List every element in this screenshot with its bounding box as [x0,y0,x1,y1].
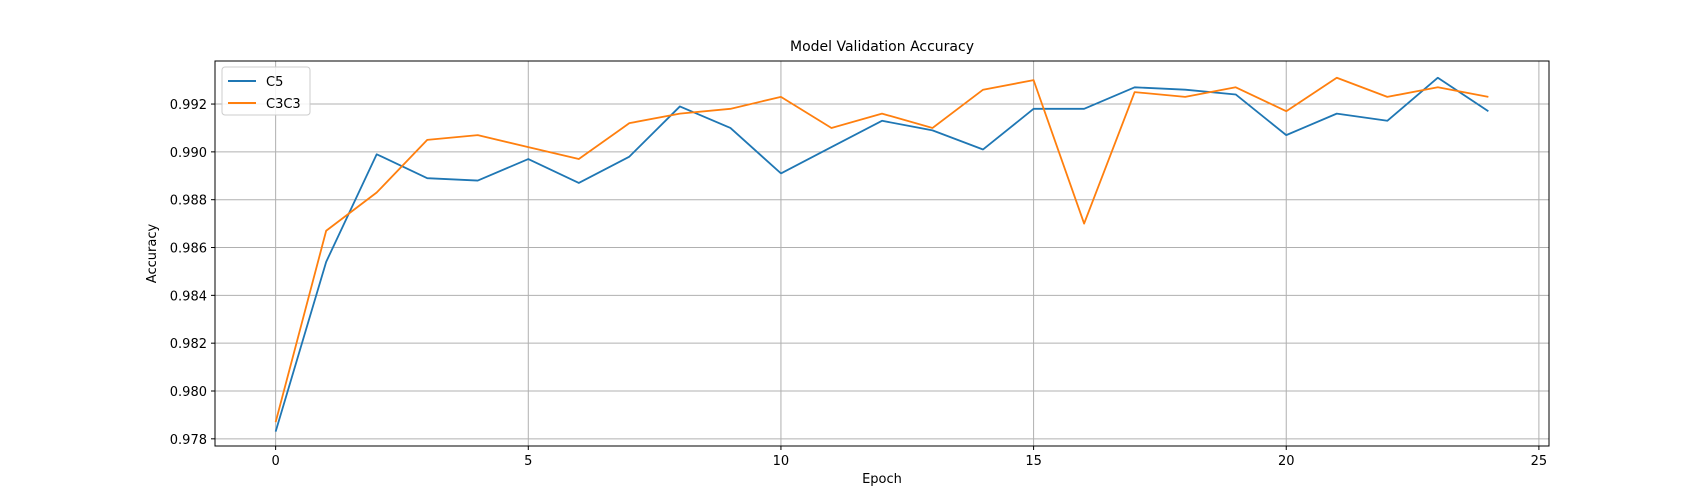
x-tick-label: 0 [271,454,279,469]
x-tick-label: 20 [1278,454,1295,469]
x-axis-label: Epoch [862,472,902,487]
tick-layer: 0 5 10 15 20 25 0.978 0.980 0.982 0.984 0.986 0.988… [170,98,1547,469]
y-tick-label: 0.982 [170,337,207,352]
y-tick-label: 0.986 [170,242,207,257]
series-layer [274,76,1489,432]
x-tick-label: 25 [1531,454,1548,469]
x-tick-label: 5 [524,454,532,469]
y-tick-label: 0.992 [170,98,207,113]
legend-label-c5: C5 [266,75,283,90]
y-axis-label: Accuracy [145,224,160,284]
series-line-c5 [274,76,1489,432]
y-tick-label: 0.988 [170,194,207,209]
series-line-c3c3 [274,76,1489,423]
plot-frame [214,60,1550,447]
y-tick-label: 0.990 [170,146,207,161]
x-tick-label: 10 [773,454,790,469]
legend-label-c3c3: C3C3 [266,97,301,112]
grid-layer [215,61,1549,446]
y-tick-label: 0.980 [170,385,207,400]
legend: C5 C3C3 [221,66,311,116]
x-tick-label: 15 [1025,454,1042,469]
y-tick-label: 0.984 [170,289,207,304]
y-tick-label: 0.978 [170,433,207,448]
chart-title: Model Validation Accuracy [790,39,974,55]
